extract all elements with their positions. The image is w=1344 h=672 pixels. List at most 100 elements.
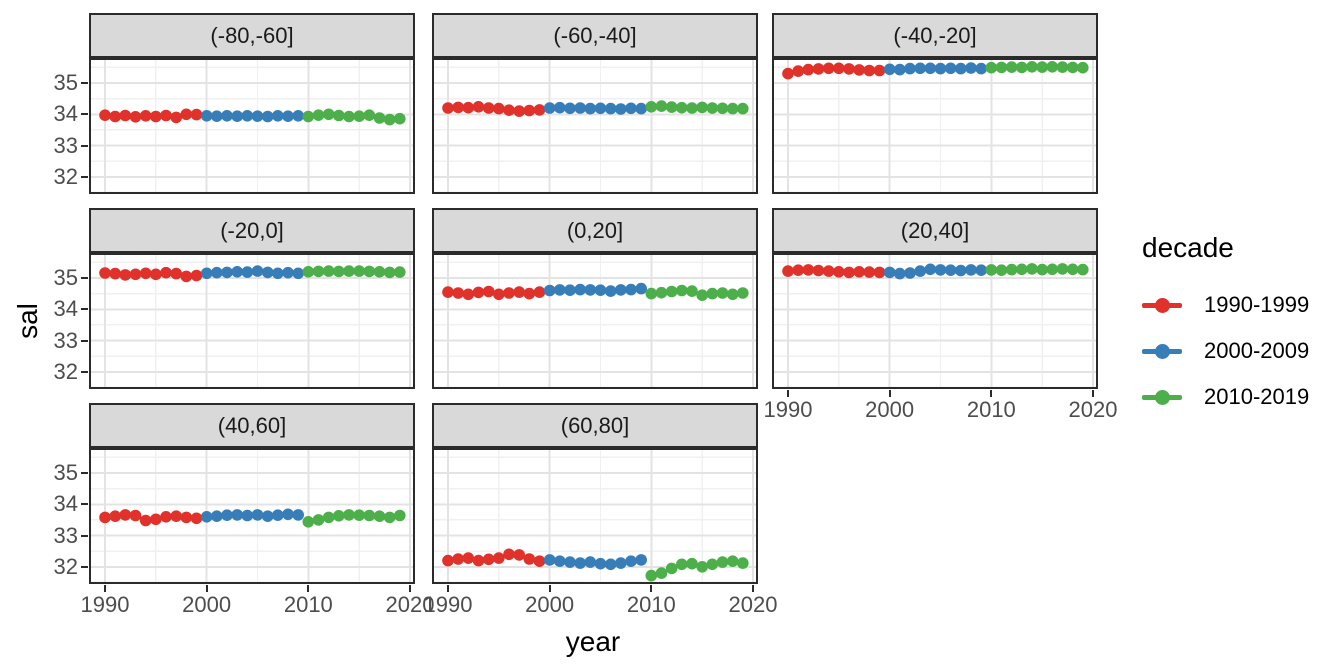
y-tick-label: 33 [53, 132, 78, 158]
x-tick-label: 2000 [865, 397, 915, 422]
data-point [261, 510, 274, 522]
data-point [873, 64, 886, 77]
data-point [139, 110, 152, 122]
y-tick-label: 35 [53, 460, 78, 485]
x-tick-mark [409, 585, 411, 592]
data-point [503, 104, 515, 116]
data-point [231, 110, 243, 122]
data-point [99, 511, 111, 524]
data-point [696, 101, 708, 114]
data-point [513, 286, 525, 298]
data-point [615, 557, 627, 569]
data-point [955, 62, 967, 75]
data-point [726, 555, 739, 567]
data-point [231, 509, 243, 521]
facet-strip-label: (-60,-40] [553, 22, 637, 48]
data-point [394, 266, 406, 278]
data-point [934, 264, 947, 276]
data-point [1056, 263, 1069, 275]
data-point [170, 111, 182, 124]
data-point [503, 548, 515, 561]
data-point [129, 268, 142, 281]
legend-entry-label: 1990-1999 [1204, 292, 1310, 317]
data-point [594, 557, 607, 570]
data-point [282, 110, 294, 122]
data-point [543, 284, 556, 297]
data-point [333, 109, 345, 122]
y-tick-mark [81, 503, 88, 506]
facet-panel [432, 448, 758, 584]
data-point [523, 104, 536, 117]
data-point [944, 264, 957, 276]
data-point [333, 510, 345, 522]
data-point [150, 110, 162, 123]
data-point [655, 567, 668, 579]
facet-strip: (-60,-40] [432, 13, 758, 58]
facet-strip-label: (-40,-20] [893, 22, 977, 48]
data-point [822, 62, 835, 75]
data-point [554, 101, 566, 114]
data-point [594, 284, 607, 296]
data-point [676, 101, 688, 114]
facet-panel [89, 253, 415, 389]
data-point [312, 514, 325, 526]
y-tick-label: 32 [53, 358, 78, 384]
data-point [873, 266, 886, 279]
data-point [716, 287, 729, 299]
legend-entry: 2000-2009 [1142, 328, 1309, 374]
data-point [99, 109, 111, 121]
y-tick-label: 33 [53, 522, 78, 548]
data-point [119, 109, 132, 122]
data-point [1036, 263, 1048, 276]
y-tick-label: 35 [53, 70, 78, 95]
data-point [1005, 61, 1018, 73]
data-point [533, 104, 546, 116]
data-point [292, 110, 304, 122]
data-point [482, 102, 495, 114]
data-point [109, 110, 121, 123]
data-point [1077, 61, 1089, 74]
data-point [221, 110, 233, 122]
data-point [302, 110, 315, 123]
data-point [373, 510, 386, 522]
facet-strip-label: (60,80] [560, 412, 630, 438]
y-tick-label: 32 [53, 163, 78, 189]
data-point [292, 267, 304, 280]
data-point [645, 569, 658, 582]
x-tick-label: 1990 [763, 397, 813, 422]
facet-strip-label: (40,60] [217, 412, 287, 438]
data-point [975, 62, 987, 75]
data-point [211, 510, 223, 522]
y-tick-mark [81, 339, 88, 342]
data-point [160, 109, 172, 122]
data-point [442, 102, 454, 114]
facet-panel [432, 253, 758, 389]
data-point [934, 62, 947, 75]
data-point [442, 554, 454, 567]
data-point [686, 285, 698, 297]
data-point [843, 63, 855, 75]
data-point [686, 102, 698, 114]
legend-entry-label: 2000-2009 [1204, 338, 1310, 363]
data-point [1016, 61, 1028, 74]
data-point [261, 110, 274, 123]
x-tick-mark [447, 585, 449, 592]
facet-strip: (20,40] [772, 208, 1098, 253]
data-point [139, 267, 152, 280]
data-point [863, 64, 876, 77]
data-point [904, 62, 916, 75]
data-point [737, 102, 749, 115]
data-point [180, 108, 193, 121]
data-point [139, 514, 152, 527]
data-point [1046, 263, 1059, 276]
data-point [625, 283, 637, 296]
data-point [944, 62, 957, 75]
data-point [853, 64, 865, 76]
x-tick-label: 2000 [525, 592, 575, 617]
y-tick-label: 33 [53, 327, 78, 353]
data-point [645, 287, 658, 300]
data-point [373, 266, 386, 278]
data-point [737, 557, 749, 569]
y-tick-mark [81, 277, 88, 279]
data-point [604, 285, 617, 297]
